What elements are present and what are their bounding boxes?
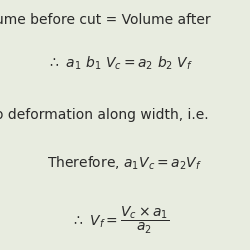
Text: Therefore, $a_1V_c = a_2V_f$: Therefore, $a_1V_c = a_2V_f$ (48, 155, 203, 172)
Text: ume before cut = Volume after: ume before cut = Volume after (0, 12, 210, 26)
Text: $\therefore\ V_f = \dfrac{V_c \times a_1}{a_2}$: $\therefore\ V_f = \dfrac{V_c \times a_1… (71, 205, 169, 236)
Text: $\therefore\ a_1\ b_1\ V_c = a_2\ b_2\ V_f$: $\therefore\ a_1\ b_1\ V_c = a_2\ b_2\ V… (47, 55, 193, 72)
Text: o deformation along width, i.e.: o deformation along width, i.e. (0, 108, 208, 122)
